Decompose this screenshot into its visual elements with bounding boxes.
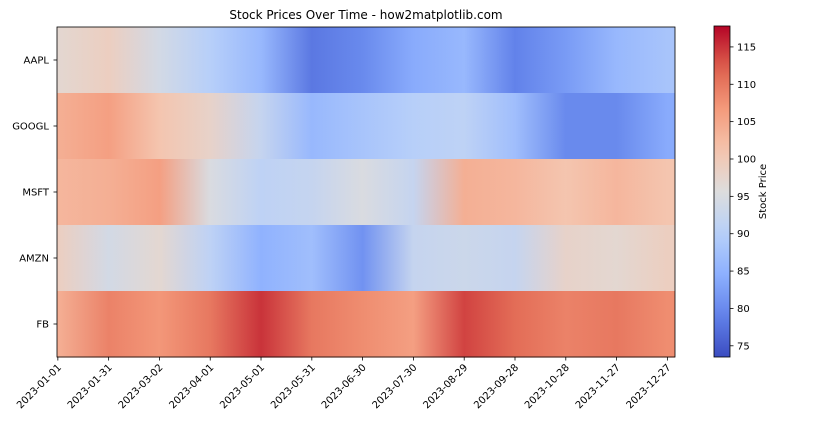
colorbar-tick-label: 90 bbox=[737, 229, 750, 240]
x-tick-label: 2023-11-27 bbox=[574, 362, 623, 411]
x-tick-label: 2023-07-30 bbox=[371, 362, 420, 411]
x-tick-label: 2023-05-01 bbox=[218, 362, 267, 411]
colorbar-tick-label: 85 bbox=[737, 267, 750, 278]
x-tick-label: 2023-12-27 bbox=[625, 362, 674, 411]
y-tick-label: AMZN bbox=[19, 254, 49, 265]
x-tick-label: 2023-10-28 bbox=[523, 362, 572, 411]
y-tick-label: FB bbox=[36, 320, 49, 331]
x-tick-label: 2023-06-30 bbox=[320, 362, 369, 411]
colorbar-tick-label: 100 bbox=[737, 154, 756, 165]
x-tick-label: 2023-09-28 bbox=[472, 362, 521, 411]
x-tick-label: 2023-01-01 bbox=[15, 362, 64, 411]
x-tick-label: 2023-01-31 bbox=[66, 362, 115, 411]
colorbar-frame bbox=[713, 25, 731, 358]
x-tick-label: 2023-05-31 bbox=[269, 362, 318, 411]
colorbar-tick-label: 110 bbox=[737, 80, 756, 91]
colorbar-tick-label: 95 bbox=[737, 192, 750, 203]
heatmap-row-googl bbox=[57, 93, 675, 160]
heatmap-row-msft bbox=[57, 159, 675, 226]
x-tick-label: 2023-03-02 bbox=[117, 362, 166, 411]
heatmap-row-aapl bbox=[57, 27, 675, 94]
heatmap-row-amzn bbox=[57, 225, 675, 292]
colorbar-tick-label: 105 bbox=[737, 117, 756, 128]
heatmap-cells bbox=[57, 27, 675, 358]
colorbar-tick-label: 80 bbox=[737, 304, 750, 315]
x-tick-label: 2023-04-01 bbox=[167, 362, 216, 411]
chart-title: Stock Prices Over Time - how2matplotlib.… bbox=[229, 8, 503, 22]
x-tick-label: 2023-08-29 bbox=[421, 362, 470, 411]
colorbar: 75 80 85 90 95 100 105 110 115 Stock Price bbox=[713, 25, 769, 358]
y-axis: AAPL GOOGL MSFT AMZN FB bbox=[12, 56, 57, 331]
colorbar-label: Stock Price bbox=[758, 164, 769, 219]
y-tick-label: MSFT bbox=[22, 188, 50, 199]
colorbar-scale bbox=[714, 26, 730, 357]
heatmap-row-fb bbox=[57, 291, 675, 358]
colorbar-tick-label: 115 bbox=[737, 42, 756, 53]
y-tick-label: AAPL bbox=[23, 56, 49, 67]
y-tick-label: GOOGL bbox=[12, 122, 49, 133]
x-axis: 2023-01-01 2023-01-31 2023-03-02 2023-04-01… bbox=[15, 357, 674, 411]
colorbar-tick-label: 75 bbox=[737, 341, 750, 352]
